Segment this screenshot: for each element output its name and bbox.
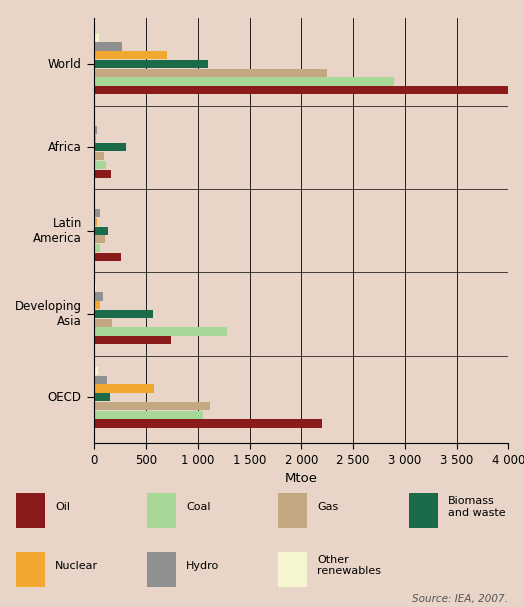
Text: Other
renewables: Other renewables [317,555,381,577]
Bar [94,126,97,134]
Text: Hydro: Hydro [186,561,219,571]
Bar [94,244,100,253]
Bar [409,493,438,528]
Bar [94,34,100,42]
Bar [147,552,176,587]
Bar [94,310,154,318]
X-axis label: Mtoe: Mtoe [285,472,318,485]
Bar [94,169,111,178]
Bar [94,226,108,235]
Bar [16,493,45,528]
Bar [94,86,514,94]
Bar [94,384,155,393]
Text: Gas: Gas [317,502,339,512]
Bar [94,376,107,384]
Bar [94,367,99,375]
Bar [278,493,307,528]
Bar [94,42,122,50]
Bar [94,293,103,300]
Text: Biomass
and waste: Biomass and waste [448,496,506,518]
Bar [94,200,95,208]
Bar [94,60,208,68]
Bar [94,402,210,410]
Bar [94,135,96,143]
Bar [94,393,111,401]
Bar [278,552,307,587]
Bar [94,283,96,292]
Text: Nuclear: Nuclear [55,561,98,571]
Bar [94,419,322,427]
Bar [94,336,171,344]
Bar [94,69,327,77]
Text: Source: IEA, 2007.: Source: IEA, 2007. [412,594,508,604]
Text: Oil: Oil [55,502,70,512]
Bar [94,319,113,327]
Bar [94,161,106,169]
Bar [94,236,105,243]
Bar [94,209,100,217]
Bar [16,552,45,587]
Bar [94,411,203,419]
Text: Coal: Coal [186,502,211,512]
Bar [94,301,100,310]
Bar [94,253,121,261]
Bar [94,152,104,160]
Bar [94,78,395,86]
Bar [94,327,227,336]
Bar [94,51,167,59]
Bar [94,218,96,226]
Bar [147,493,176,528]
Bar [94,143,126,151]
